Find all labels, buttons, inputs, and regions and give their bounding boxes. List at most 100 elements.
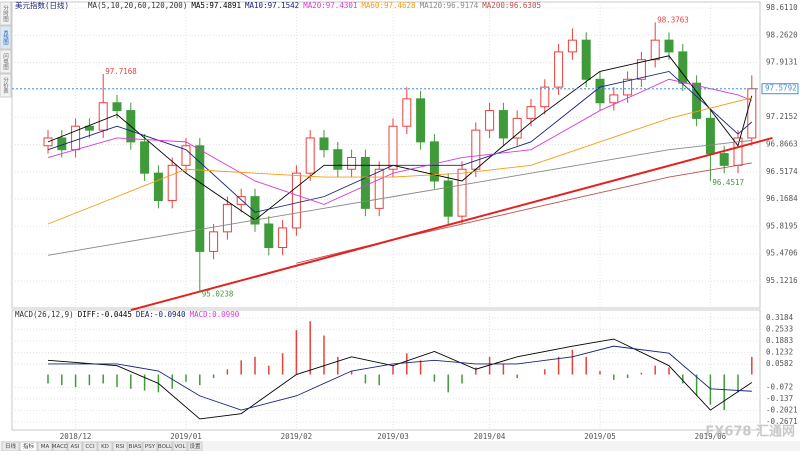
y-tick-label: 97.2152 xyxy=(766,112,798,121)
candle-body xyxy=(167,164,177,202)
side-tab-label: 分价表 xyxy=(2,76,9,95)
candle-body xyxy=(554,51,564,88)
candle-body xyxy=(236,196,246,205)
tab-bar xyxy=(0,441,800,451)
tab-label: 日线 xyxy=(5,442,17,450)
ma-label: MA200:96.6305 xyxy=(482,1,541,10)
macd-label: MACD(26,12,9) xyxy=(15,310,74,319)
candle-body xyxy=(374,168,384,209)
ma-label: MA10:97.1542 xyxy=(245,1,299,10)
candle-body xyxy=(347,157,357,170)
candle-body xyxy=(140,141,150,174)
bottom-tabs: 日线 指标 MA MACD ASI CCI KD RSI BIAS PSY BOLL VOL 设置 xyxy=(0,441,800,452)
y-tick-label: 96.8663 xyxy=(766,140,798,149)
x-tick-label: 2019/02 xyxy=(281,432,313,441)
tab-label: VOL xyxy=(174,444,186,450)
annotation-label: 97.7168 xyxy=(105,67,137,76)
candle-body xyxy=(84,125,94,131)
candle-body xyxy=(195,145,205,252)
tab-label: KD xyxy=(101,444,109,450)
side-tab[interactable] xyxy=(0,73,12,98)
macd-line xyxy=(47,338,753,420)
candle-body xyxy=(98,102,108,131)
y-tick-label: 95.8195 xyxy=(766,221,798,230)
candle-body xyxy=(153,172,163,202)
x-tick-label: 2019/01 xyxy=(170,432,202,441)
y-tick-label: -0.072 xyxy=(766,382,793,391)
macd-label: DEA:-0.0940 xyxy=(136,310,186,319)
annotation-label: 98.3763 xyxy=(657,15,689,24)
candle-body xyxy=(609,94,619,104)
candle-body xyxy=(112,102,122,112)
annotation-label: 95.0238 xyxy=(202,290,234,299)
y-tick-label: -0.2021 xyxy=(766,405,798,414)
side-tab-label: K线图 xyxy=(2,30,9,46)
y-tick-label: -0.137 xyxy=(766,394,793,403)
ma-label: MA60:97.4628 xyxy=(361,1,416,10)
candle-body xyxy=(526,106,536,119)
y-tick-label: 0.1232 xyxy=(766,348,793,357)
macd-line xyxy=(48,345,752,411)
x-tick-label: 2019/05 xyxy=(584,432,616,441)
candle-body xyxy=(650,39,660,61)
candle-body xyxy=(540,86,550,108)
y-tick-label: 97.9131 xyxy=(766,58,798,67)
candle-body xyxy=(402,98,412,127)
y-tick-label: 95.4706 xyxy=(766,249,798,258)
candle-body xyxy=(222,203,232,233)
macd-label: MACD:0.0990 xyxy=(190,310,240,319)
ma-line xyxy=(47,55,753,221)
ma-label: MA120:96.9174 xyxy=(420,1,479,10)
candle-body xyxy=(636,59,646,80)
candle-body xyxy=(581,39,591,80)
trend-line xyxy=(130,136,773,312)
y-tick-label: 0.3184 xyxy=(766,313,794,322)
candle-body xyxy=(719,153,729,166)
candle-body xyxy=(319,137,329,151)
watermark: FX678 汇通网 xyxy=(705,424,795,440)
candle-body xyxy=(623,78,633,96)
tab-label: PSY xyxy=(145,444,156,450)
candle-body xyxy=(443,180,453,217)
candle-body xyxy=(209,231,219,252)
side-tab[interactable] xyxy=(0,1,12,26)
y-tick-label: 96.5174 xyxy=(766,167,798,176)
x-tick-label: 2019/04 xyxy=(474,432,506,441)
side-tab[interactable] xyxy=(0,49,12,74)
y-tick-label: 98.6110 xyxy=(766,3,798,12)
candle-body xyxy=(429,141,439,182)
x-tick-label: 2019/03 xyxy=(377,432,409,441)
candle-body xyxy=(595,78,605,104)
side-tab[interactable] xyxy=(0,25,12,50)
tab-label: 设置 xyxy=(189,442,201,450)
ma-label: MA5:97.4891 xyxy=(191,1,241,10)
last-price-box xyxy=(761,83,799,95)
x-tick-label: 2019/06 xyxy=(695,432,727,441)
candle-body xyxy=(305,137,315,174)
macd-label: DIFF:-0.0445 xyxy=(78,310,132,319)
tab-label: BIAS xyxy=(129,444,142,450)
candle-body xyxy=(181,145,191,166)
y-tick-label: 95.1216 xyxy=(766,276,798,285)
candle-body xyxy=(250,196,260,225)
tab-label: CCI xyxy=(85,444,95,450)
candle-body xyxy=(485,110,495,131)
candle-body xyxy=(471,129,481,170)
tab-label: RSI xyxy=(116,444,125,450)
macd-frame xyxy=(11,309,761,431)
candle-body xyxy=(333,149,343,170)
candle-body xyxy=(278,227,288,248)
y-tick-label: -0.2671 xyxy=(766,417,798,426)
candle-body xyxy=(747,88,757,139)
tab-label: MA xyxy=(41,444,50,450)
candle-body xyxy=(692,82,702,119)
main-frame xyxy=(11,1,761,309)
ma-label: MA(5,10,20,60,120,200) xyxy=(88,1,187,10)
y-tick-label: 98.2620 xyxy=(766,30,798,39)
chart-title: 美元指数(日线) xyxy=(15,0,69,10)
tab-label: ASI xyxy=(71,444,80,450)
